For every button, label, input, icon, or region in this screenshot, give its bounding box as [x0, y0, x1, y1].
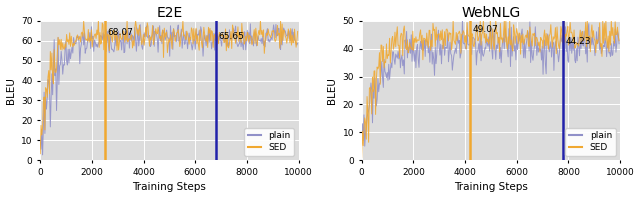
Text: 49.07: 49.07	[473, 25, 499, 34]
X-axis label: Training Steps: Training Steps	[454, 182, 528, 192]
Title: E2E: E2E	[156, 6, 182, 20]
Text: 44.23: 44.23	[566, 37, 591, 47]
Legend: plain, SED: plain, SED	[565, 128, 616, 156]
Text: 68.07: 68.07	[108, 28, 133, 37]
Title: WebNLG: WebNLG	[461, 6, 520, 20]
X-axis label: Training Steps: Training Steps	[132, 182, 207, 192]
Y-axis label: BLEU: BLEU	[327, 77, 337, 104]
Legend: plain, SED: plain, SED	[244, 128, 294, 156]
Y-axis label: BLEU: BLEU	[6, 77, 15, 104]
Text: 65.65: 65.65	[219, 32, 244, 41]
